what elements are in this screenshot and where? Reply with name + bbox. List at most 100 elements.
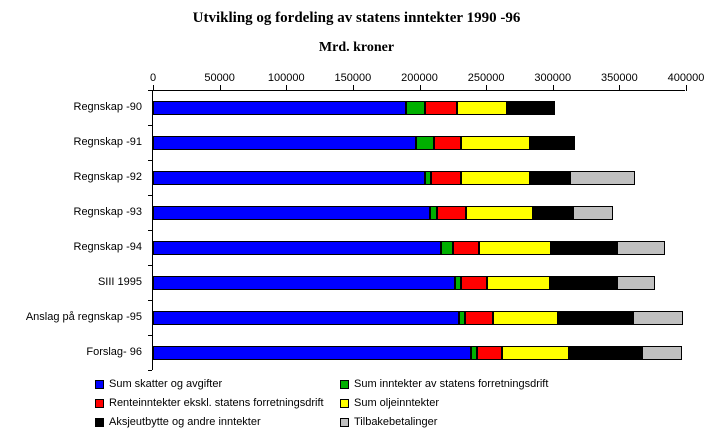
legend-swatch — [340, 379, 349, 389]
category-label: Regnskap -93 — [73, 206, 143, 218]
legend-swatch — [95, 379, 104, 389]
bar-segment — [430, 206, 437, 220]
category-label: SIII 1995 — [97, 276, 142, 288]
legend-swatch — [95, 417, 104, 427]
bar-segment — [431, 171, 461, 185]
legend-item: Sum oljeinntekter — [340, 396, 439, 410]
bar-segment — [153, 136, 416, 150]
bar-segment — [456, 101, 508, 115]
bar-segment — [616, 241, 665, 255]
bar-segment — [487, 276, 551, 290]
bar-segment — [479, 241, 552, 255]
axis-tick-mark — [686, 85, 687, 91]
category-axis-tick-mark — [148, 160, 152, 161]
axis-tick-label: 100000 — [267, 72, 305, 84]
bar-segment — [459, 311, 465, 325]
bar-segment — [507, 101, 556, 115]
category-axis: Regnskap -90 Regnskap -91 Regnskap -92 Regn… — [0, 90, 152, 371]
axis-tick-label: 0 — [149, 72, 157, 84]
bar-segment — [424, 171, 432, 185]
bar-segment — [572, 206, 613, 220]
bar-segment — [434, 136, 461, 150]
category-label: Regnskap -92 — [73, 171, 143, 183]
category-axis-tick-mark — [148, 265, 152, 266]
bar-segment — [642, 346, 682, 360]
legend: Sum skatter og avgifter Sum inntekter av … — [95, 377, 705, 437]
axis-tick-label: 300000 — [534, 72, 572, 84]
legend-label: Sum skatter og avgifter — [109, 378, 223, 390]
axis-tick-mark — [619, 85, 621, 91]
bar-segment — [532, 206, 573, 220]
bar-segment — [530, 136, 576, 150]
bar-segment — [460, 171, 531, 185]
axis-tick-label: 350000 — [601, 72, 638, 84]
category-axis-tick-mark — [148, 300, 152, 301]
legend-label: Aksjeutbytte og andre inntekter — [109, 416, 261, 428]
category-axis-tick-mark — [148, 335, 152, 336]
axis-tick-label: 250000 — [467, 72, 505, 84]
legend-item: Tilbakebetalinger — [340, 415, 437, 429]
axis-tick-label: 400000 — [667, 72, 705, 84]
bar-segment — [502, 346, 569, 360]
category-axis-tick-mark — [148, 230, 152, 231]
bar-segment — [452, 241, 480, 255]
bar-segment — [632, 311, 684, 325]
bar-segment — [153, 311, 460, 325]
legend-item: Sum inntekter av statens forretningsdrif… — [340, 377, 548, 391]
bar-segment — [616, 276, 656, 290]
plot-area: 0 50000 100000 150000 200000 250000 300000 3500… — [150, 72, 704, 370]
bar-segment — [153, 171, 425, 185]
bar-segment — [460, 276, 488, 290]
axis-tick-mark — [352, 85, 354, 91]
bar-segment — [551, 241, 617, 255]
bar-segment — [570, 171, 636, 185]
category-axis-tick-mark — [148, 195, 152, 196]
legend-label: Renteinntekter ekskl. statens forretning… — [109, 397, 324, 409]
bar-segment — [153, 276, 456, 290]
bar-segment — [530, 171, 571, 185]
bar-segment — [568, 346, 643, 360]
legend-item: Aksjeutbytte og andre inntekter — [95, 415, 261, 429]
bar-segment — [550, 276, 617, 290]
bar-segment — [476, 346, 503, 360]
axis-tick-mark — [486, 85, 488, 91]
bar-segment — [415, 136, 435, 150]
bar-segment — [153, 346, 472, 360]
bar-segment — [406, 101, 425, 115]
legend-label: Sum oljeinntekter — [354, 397, 439, 409]
legend-swatch — [340, 398, 349, 408]
bar-segment — [153, 206, 431, 220]
category-label: Anslag på regnskap -95 — [25, 311, 142, 323]
chart-title: Utvikling og fordeling av statens inntek… — [192, 10, 521, 26]
category-axis-tick-mark — [148, 370, 152, 371]
bar-segment — [153, 101, 407, 115]
category-axis-tick-mark — [148, 90, 152, 91]
bar-segment — [492, 311, 559, 325]
category-label: Regnskap -94 — [73, 241, 143, 253]
axis-tick-mark — [153, 85, 154, 91]
bar-segment — [440, 241, 453, 255]
category-label: Forslag- 96 — [86, 346, 142, 358]
bar-segment — [558, 311, 633, 325]
category-axis-tick-mark — [148, 125, 152, 126]
axis-tick-label: 150000 — [334, 72, 372, 84]
legend-swatch — [340, 417, 349, 427]
axis-tick-mark — [219, 85, 221, 91]
bar-segment — [460, 136, 531, 150]
bar-segment — [471, 346, 477, 360]
legend-label: Sum inntekter av statens forretningsdrif… — [354, 378, 549, 390]
legend-item: Sum skatter og avgifter — [95, 377, 222, 391]
axis-tick-label: 50000 — [204, 72, 235, 84]
category-label: Regnskap -90 — [73, 101, 143, 113]
bar-segment — [464, 311, 493, 325]
category-label: Regnskap -91 — [73, 136, 143, 148]
legend-item: Renteinntekter ekskl. statens forretning… — [95, 396, 324, 410]
chart-subtitle: Mrd. kroner — [318, 40, 395, 55]
legend-swatch — [95, 398, 104, 408]
axis-tick-mark — [419, 85, 421, 91]
bar-segment — [466, 206, 533, 220]
axis-tick-label: 200000 — [401, 72, 438, 84]
bar-segment — [153, 241, 441, 255]
axis-tick-mark — [286, 85, 288, 91]
